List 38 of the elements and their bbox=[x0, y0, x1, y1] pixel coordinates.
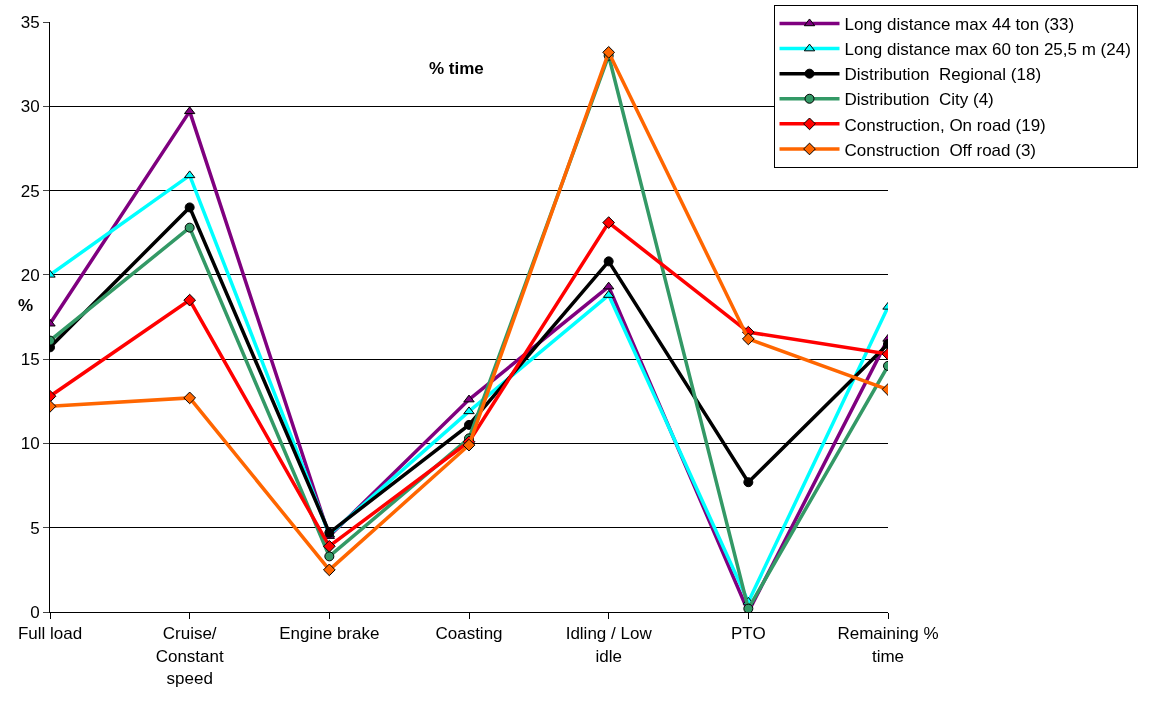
x-tick-label: Cruise/ Constant speed bbox=[155, 624, 224, 688]
y-tick-label: 5 bbox=[30, 518, 40, 538]
x-tick-label: Idling / Low idle bbox=[565, 624, 653, 666]
text: % time bbox=[429, 59, 484, 78]
point bbox=[603, 256, 614, 267]
y-tick-label: 30 bbox=[20, 97, 40, 117]
x-tick-label: Coasting bbox=[435, 624, 503, 644]
point bbox=[183, 391, 197, 405]
point bbox=[602, 216, 616, 229]
y-axis-title: % bbox=[18, 296, 34, 315]
point bbox=[184, 202, 195, 213]
legend-label: Long distance max 60 ton 25,5 m (24) bbox=[844, 40, 1131, 60]
x-tick-label: Full load bbox=[17, 624, 83, 644]
point bbox=[183, 293, 197, 307]
y-tick-label: 35 bbox=[20, 12, 40, 32]
x-tick-label: PTO bbox=[731, 624, 766, 644]
point bbox=[184, 222, 195, 233]
point bbox=[322, 563, 336, 577]
point bbox=[463, 394, 475, 403]
legend-label: Distribution City (4) bbox=[844, 90, 994, 110]
point bbox=[743, 477, 754, 488]
y-tick-label: 20 bbox=[20, 265, 40, 285]
legend-label: Long distance max 44 ton (33) bbox=[844, 15, 1075, 35]
point bbox=[463, 406, 475, 415]
y-tick-label: 25 bbox=[20, 181, 40, 201]
point bbox=[741, 332, 755, 346]
legend-label: Distribution Regional (18) bbox=[844, 65, 1042, 85]
point bbox=[322, 539, 336, 553]
point bbox=[324, 551, 335, 562]
y-tick-label: 15 bbox=[20, 350, 40, 370]
x-tick-label: Engine brake bbox=[279, 624, 380, 644]
x-tick-label: Remaining % time bbox=[837, 624, 939, 666]
point bbox=[602, 45, 616, 59]
legend-label: Construction Off road (3) bbox=[844, 140, 1037, 160]
y-tick-label: 0 bbox=[30, 602, 40, 622]
legend-label: Construction, On road (19) bbox=[844, 115, 1046, 135]
y-tick-label: 10 bbox=[20, 434, 40, 454]
point bbox=[743, 603, 754, 612]
